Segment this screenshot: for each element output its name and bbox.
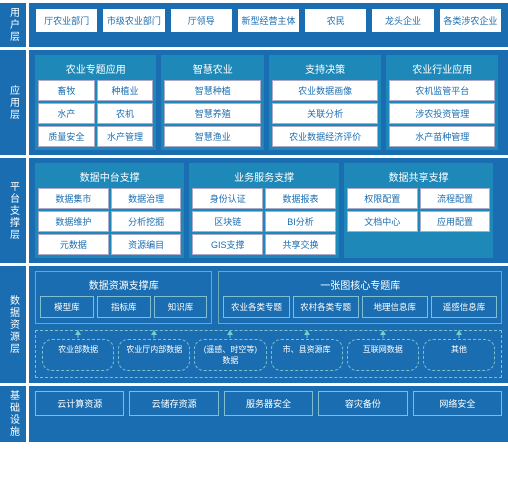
cell: 水产管理 xyxy=(97,126,154,147)
layer-app: 应用层 农业专题应用畜牧种植业水产农机质量安全水产管理智慧农业智慧种植智慧养殖智… xyxy=(0,50,508,155)
infra-box-3: 容灾备份 xyxy=(318,391,407,416)
panel-title: 智慧农业 xyxy=(164,58,261,80)
panel-title: 支持决策 xyxy=(272,58,378,80)
panel-plat-panels-2: 数据共享支撑权限配置流程配置文档中心应用配置 xyxy=(344,163,493,258)
cell: 数据治理 xyxy=(111,188,182,209)
layer-label-user: 用户层 xyxy=(0,3,26,47)
layer-body-platform: 数据中台支撑数据集市数据治理数据维护分析挖掘元数据资源编目业务服务支撑身份认证数… xyxy=(29,158,508,263)
cell: 智慧渔业 xyxy=(164,126,261,147)
cell: 流程配置 xyxy=(420,188,491,209)
layer-label-app: 应用层 xyxy=(0,50,26,155)
panel-plat-panels-1: 业务服务支撑身份认证数据报表区块链BI分析GIS支撑共享交换 xyxy=(189,163,338,258)
data-source-2: (遥感、时空等) 数据 xyxy=(194,339,266,371)
data-cell: 农村各类专题 xyxy=(293,296,359,318)
panel-title: 数据中台支撑 xyxy=(38,166,181,188)
infra-box-1: 云储存资源 xyxy=(129,391,218,416)
cell: 水产苗种管理 xyxy=(389,126,495,147)
infra-box-2: 服务器安全 xyxy=(224,391,313,416)
user-box-6: 各类涉农企业 xyxy=(439,8,502,33)
data-cell: 模型库 xyxy=(40,296,94,318)
cell: 智慧种植 xyxy=(164,80,261,101)
panel-title: 数据共享支撑 xyxy=(347,166,490,188)
cell: 农业数据画像 xyxy=(272,80,378,101)
data-group-title: 一张图核心专题库 xyxy=(223,275,497,296)
cell: 关联分析 xyxy=(272,103,378,124)
cell: 农机 xyxy=(97,103,154,124)
layer-label-data: 数据资源层 xyxy=(0,266,26,383)
data-sources-box: 农业部数据农业厅内部数据(遥感、时空等) 数据市、县资源库互联网数据其他 xyxy=(35,330,502,378)
cell: 元数据 xyxy=(38,234,109,255)
user-box-2: 厅领导 xyxy=(170,8,233,33)
user-box-5: 龙头企业 xyxy=(371,8,434,33)
layer-body-infra: 云计算资源云储存资源服务器安全容灾备份网络安全 xyxy=(29,386,508,442)
layer-data: 数据资源层 数据资源支撑库模型库指标库知识库一张图核心专题库农业各类专题农村各类… xyxy=(0,266,508,383)
data-group-title: 数据资源支撑库 xyxy=(40,275,207,296)
cell: 数据维护 xyxy=(38,211,109,232)
layer-body-user: 厅农业部门市级农业部门厅领导新型经营主体农民龙头企业各类涉农企业 xyxy=(29,3,508,47)
cell: 水产 xyxy=(38,103,95,124)
layer-body-data: 数据资源支撑库模型库指标库知识库一张图核心专题库农业各类专题农村各类专题地理信息… xyxy=(29,266,508,383)
data-source-3: 市、县资源库 xyxy=(271,339,343,371)
infra-box-0: 云计算资源 xyxy=(35,391,124,416)
data-cell: 农业各类专题 xyxy=(223,296,289,318)
cell: 质量安全 xyxy=(38,126,95,147)
panel-plat-panels-0: 数据中台支撑数据集市数据治理数据维护分析挖掘元数据资源编目 xyxy=(35,163,184,258)
infra-box-4: 网络安全 xyxy=(413,391,502,416)
cell: 数据集市 xyxy=(38,188,109,209)
cell: 涉农投资管理 xyxy=(389,103,495,124)
data-source-4: 互联网数据 xyxy=(347,339,419,371)
cell: 数据报表 xyxy=(265,188,336,209)
data-source-0: 农业部数据 xyxy=(42,339,114,371)
cell: 农机监管平台 xyxy=(389,80,495,101)
cell: 应用配置 xyxy=(420,211,491,232)
data-cell: 地理信息库 xyxy=(362,296,428,318)
cell: 种植业 xyxy=(97,80,154,101)
data-cell: 指标库 xyxy=(97,296,151,318)
cell: 共享交换 xyxy=(265,234,336,255)
layer-platform: 平台支撑层 数据中台支撑数据集市数据治理数据维护分析挖掘元数据资源编目业务服务支… xyxy=(0,158,508,263)
panel-title: 农业专题应用 xyxy=(38,58,153,80)
cell: 分析挖掘 xyxy=(111,211,182,232)
data-group-1: 一张图核心专题库农业各类专题农村各类专题地理信息库遥感信息库 xyxy=(218,271,502,324)
cell: 区块链 xyxy=(192,211,263,232)
cell: 畜牧 xyxy=(38,80,95,101)
panel-app-panels-2: 支持决策农业数据画像关联分析农业数据经济评价 xyxy=(269,55,381,150)
data-source-5: 其他 xyxy=(423,339,495,371)
user-box-1: 市级农业部门 xyxy=(102,8,165,33)
layer-label-platform: 平台支撑层 xyxy=(0,158,26,263)
user-box-3: 新型经营主体 xyxy=(237,8,300,33)
panel-app-panels-0: 农业专题应用畜牧种植业水产农机质量安全水产管理 xyxy=(35,55,156,150)
data-cell: 遥感信息库 xyxy=(431,296,497,318)
layer-infra: 基础设施 云计算资源云储存资源服务器安全容灾备份网络安全 xyxy=(0,386,508,442)
panel-app-panels-1: 智慧农业智慧种植智慧养殖智慧渔业 xyxy=(161,55,264,150)
data-source-1: 农业厅内部数据 xyxy=(118,339,190,371)
layer-body-app: 农业专题应用畜牧种植业水产农机质量安全水产管理智慧农业智慧种植智慧养殖智慧渔业支… xyxy=(29,50,508,155)
cell: GIS支撑 xyxy=(192,234,263,255)
layer-user: 用户层 厅农业部门市级农业部门厅领导新型经营主体农民龙头企业各类涉农企业 xyxy=(0,3,508,47)
panel-title: 业务服务支撑 xyxy=(192,166,335,188)
cell: 权限配置 xyxy=(347,188,418,209)
cell: 资源编目 xyxy=(111,234,182,255)
cell: 智慧养殖 xyxy=(164,103,261,124)
user-box-4: 农民 xyxy=(304,8,367,33)
data-group-0: 数据资源支撑库模型库指标库知识库 xyxy=(35,271,212,324)
data-cell: 知识库 xyxy=(154,296,208,318)
panel-app-panels-3: 农业行业应用农机监管平台涉农投资管理水产苗种管理 xyxy=(386,55,498,150)
layer-label-infra: 基础设施 xyxy=(0,386,26,442)
user-box-0: 厅农业部门 xyxy=(35,8,98,33)
cell: 文档中心 xyxy=(347,211,418,232)
cell: 身份认证 xyxy=(192,188,263,209)
cell: BI分析 xyxy=(265,211,336,232)
panel-title: 农业行业应用 xyxy=(389,58,495,80)
cell: 农业数据经济评价 xyxy=(272,126,378,147)
